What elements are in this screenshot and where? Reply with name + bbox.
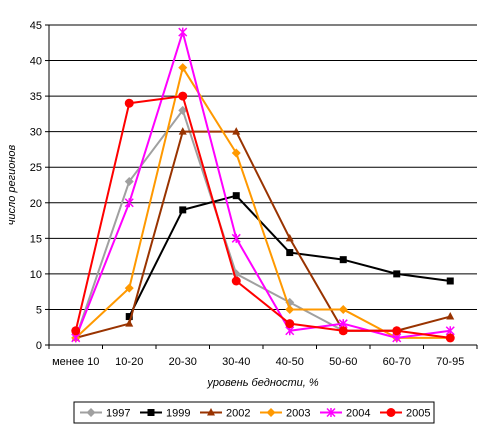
legend-label: 2004 [346,408,370,420]
series-1999 [125,192,454,321]
legend-label: 2005 [406,408,430,420]
data-point-1999-6 [393,270,401,278]
x-tick-label: 40-50 [276,356,304,368]
y-tick-label: 40 [30,56,42,68]
series-2005 [71,91,455,343]
data-point-1999-1 [125,313,133,321]
series-2004 [71,27,455,343]
data-point-1999-5 [339,256,347,264]
legend-label: 1999 [166,408,190,420]
data-point-2002-4 [285,233,294,242]
legend-swatch-marker [86,408,96,417]
data-point-2003-2 [178,63,188,73]
legend-swatch-marker [207,408,215,416]
data-point-2005-7 [445,333,455,343]
x-tick-label: 10-20 [115,356,143,368]
data-point-1999-4 [286,249,294,257]
data-point-1999-3 [232,192,240,200]
data-point-2004-1 [124,198,134,208]
data-point-2005-5 [338,326,348,336]
legend-item-1999: 1999 [140,408,190,420]
legend-item-2005: 2005 [380,408,430,420]
data-point-1997-1 [124,176,134,186]
legend-box [73,401,435,424]
data-point-2004-2 [178,27,188,37]
y-tick-label: 20 [30,198,42,210]
data-point-2003-1 [124,283,134,293]
legend-swatch-marker [386,408,396,417]
y-tick-label: 45 [30,20,42,32]
data-point-2003-4 [285,304,295,314]
data-point-2005-6 [392,326,402,336]
y-tick-label: 30 [30,127,42,139]
legend-label: 2003 [286,408,310,420]
data-point-2003-3 [231,148,241,158]
y-tick-label: 5 [36,304,42,316]
x-tick-label: 20-30 [169,356,197,368]
legend-swatch-marker [266,408,276,417]
series-line-2005 [74,95,451,339]
data-point-1999-2 [179,206,187,214]
x-tick-label: менее 10 [52,356,99,368]
data-point-2002-1 [125,319,134,327]
x-tick-label: 50-60 [329,356,357,368]
series-line-2004 [74,31,451,339]
data-point-2005-0 [71,326,81,336]
data-point-1999-7 [446,277,454,285]
gridlines [49,24,477,310]
y-tick-label: 15 [30,233,42,245]
legend-swatch-marker [326,407,336,418]
legend-item-2003: 2003 [260,408,310,420]
x-tick-label: 70-95 [436,356,464,368]
data-point-2005-1 [124,98,134,108]
x-tick-label: 30-40 [222,356,250,368]
y-tick-label: 25 [30,162,42,174]
data-point-2005-2 [178,91,188,101]
y-tick-labels: 0 5 10 15 20 25 30 35 40 45 [30,20,42,352]
series-lines [71,27,455,343]
data-point-2004-3 [231,233,241,243]
data-point-2002-7 [446,312,455,320]
data-point-2005-4 [285,319,295,329]
y-tick-label: 10 [30,269,42,281]
y-tick-label: 35 [30,91,42,103]
data-point-2003-5 [338,304,348,314]
series-line-2003 [75,66,451,339]
axes [45,24,478,349]
legend-item-2004: 2004 [320,408,370,420]
data-point-2002-3 [232,127,241,135]
x-tick-labels: менее 10 10-20 20-30 30-40 40-50 50-60 60-70 70… [52,356,464,368]
data-point-2002-2 [178,127,187,135]
x-tick-label: 60-70 [383,356,411,368]
legend-item-2002: 2002 [200,408,250,420]
legend-label: 1997 [106,408,130,420]
data-point-2005-3 [231,276,241,286]
legend-label: 2002 [226,408,250,420]
legend-swatch-marker [147,409,155,416]
data-point-1997-2 [178,105,188,115]
legend: 1997 1999 2002 2003 2004 2005 [73,401,435,424]
legend-item-1997: 1997 [80,408,130,420]
y-axis-title: число регионов [6,144,18,225]
y-tick-label: 0 [36,340,42,352]
x-axis-title: уровень бедности, % [206,377,319,389]
